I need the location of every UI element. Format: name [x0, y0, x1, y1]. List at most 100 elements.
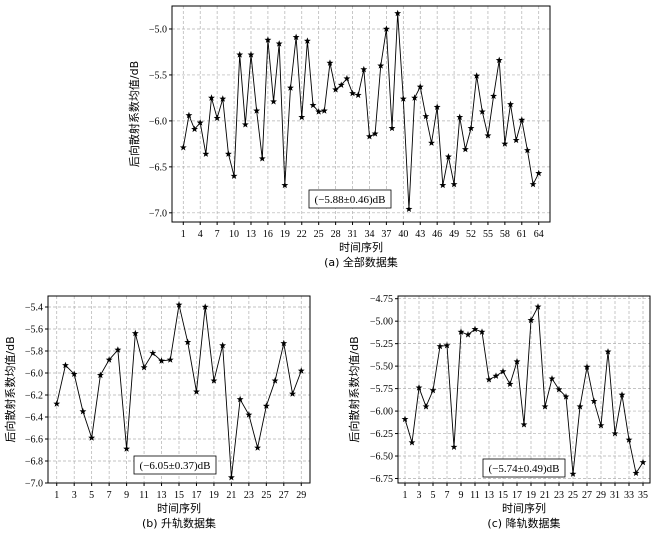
- data-point: [262, 402, 270, 409]
- data-point: [611, 429, 619, 437]
- y-tick-label: −6.0: [25, 369, 43, 380]
- y-tick-label: −6.00: [370, 407, 393, 418]
- x-tick-label: 17: [191, 490, 201, 501]
- x-tick-label: 4: [198, 229, 203, 240]
- data-point: [196, 119, 204, 126]
- data-point: [506, 380, 514, 388]
- x-tick-label: 23: [554, 490, 564, 501]
- data-point: [478, 328, 486, 335]
- data-point: [512, 136, 520, 144]
- data-point: [201, 303, 209, 310]
- data-point: [210, 377, 218, 384]
- data-point: [105, 356, 113, 363]
- data-point: [548, 375, 556, 382]
- data-point: [371, 130, 379, 137]
- x-tick-label: 27: [582, 490, 592, 501]
- y-tick-label: −7.0: [149, 208, 167, 219]
- data-point: [507, 100, 514, 108]
- y-tick-label: −5.75: [370, 384, 393, 395]
- data-point: [436, 342, 444, 350]
- data-point: [499, 367, 507, 375]
- annotation-box: [133, 455, 217, 475]
- data-point: [275, 40, 283, 47]
- data-point: [179, 143, 187, 151]
- data-point: [337, 81, 345, 88]
- data-point: [422, 402, 430, 410]
- data-point: [408, 438, 416, 446]
- x-tick-label: 10: [229, 229, 239, 240]
- x-tick-label: 25: [314, 229, 324, 240]
- data-point: [219, 95, 227, 102]
- plot-frame: [397, 295, 651, 484]
- data-point: [625, 436, 633, 443]
- y-tick-label: −5.6: [25, 325, 43, 336]
- x-tick-label: 33: [624, 490, 634, 501]
- data-point: [450, 180, 458, 188]
- x-tick-label: 13: [157, 490, 167, 501]
- x-tick-label: 3: [72, 490, 77, 501]
- plot-frame: [47, 295, 311, 484]
- x-tick-label: 7: [107, 490, 112, 501]
- data-point: [326, 59, 334, 66]
- data-point: [79, 407, 87, 415]
- data-point: [96, 371, 104, 379]
- data-point: [473, 72, 481, 79]
- data-point: [264, 36, 272, 43]
- y-axis-label: 后向散射系数均值/dB: [347, 336, 361, 442]
- x-tick-label: 15: [174, 490, 184, 501]
- x-tick-label: 28: [331, 229, 341, 240]
- x-tick-label: 1: [54, 490, 59, 501]
- data-point: [149, 349, 157, 357]
- data-point: [597, 421, 605, 429]
- x-tick-label: 15: [498, 490, 508, 501]
- data-point: [529, 180, 537, 188]
- data-point: [287, 84, 294, 91]
- data-point: [354, 91, 362, 99]
- data-point: [213, 114, 221, 122]
- x-axis-label: 时间序列: [157, 501, 201, 515]
- panel-caption: (b) 升轨数据集: [142, 516, 216, 530]
- y-tick-label: −6.6: [25, 435, 43, 446]
- data-point: [332, 86, 340, 93]
- data-point: [590, 397, 598, 405]
- x-axis-label: 时间序列: [502, 501, 546, 515]
- x-tick-label: 16: [263, 229, 273, 240]
- data-point: [461, 145, 469, 153]
- data-point: [492, 372, 500, 379]
- data-point: [388, 124, 396, 132]
- x-tick-label: 35: [638, 490, 648, 501]
- data-point: [433, 103, 441, 111]
- data-point: [535, 169, 543, 177]
- y-tick-label: −5.25: [370, 339, 393, 350]
- data-point: [360, 65, 368, 73]
- x-tick-label: 9: [124, 490, 129, 501]
- data-point: [478, 108, 486, 115]
- x-tick-label: 7: [445, 490, 450, 501]
- x-tick-label: 40: [398, 229, 408, 240]
- y-tick-label: −7.0: [25, 479, 43, 490]
- grid: [398, 296, 650, 483]
- annotation-text: (−6.05±0.37)dB: [140, 460, 211, 472]
- data-point: [219, 341, 227, 349]
- data-point: [632, 469, 640, 477]
- x-tick-label: 1: [403, 490, 408, 501]
- data-point: [485, 376, 493, 383]
- data-point: [320, 107, 328, 114]
- data-point: [411, 94, 419, 101]
- x-tick-label: 61: [517, 229, 527, 240]
- x-tick-label: 55: [483, 229, 493, 240]
- x-tick-label: 21: [540, 490, 550, 501]
- y-tick-label: −5.5: [149, 70, 167, 81]
- data-point: [175, 301, 183, 308]
- y-tick-label: −6.2: [25, 391, 43, 402]
- x-tick-label: 34: [364, 229, 374, 240]
- data-point: [405, 205, 413, 213]
- annotation-text: (−5.88±0.46)dB: [315, 194, 386, 206]
- y-tick-label: −6.75: [370, 474, 393, 485]
- data-point: [501, 140, 509, 147]
- y-tick-label: −5.0: [149, 24, 167, 35]
- data-point: [88, 434, 96, 441]
- x-tick-label: 25: [261, 490, 271, 501]
- data-point: [247, 51, 255, 58]
